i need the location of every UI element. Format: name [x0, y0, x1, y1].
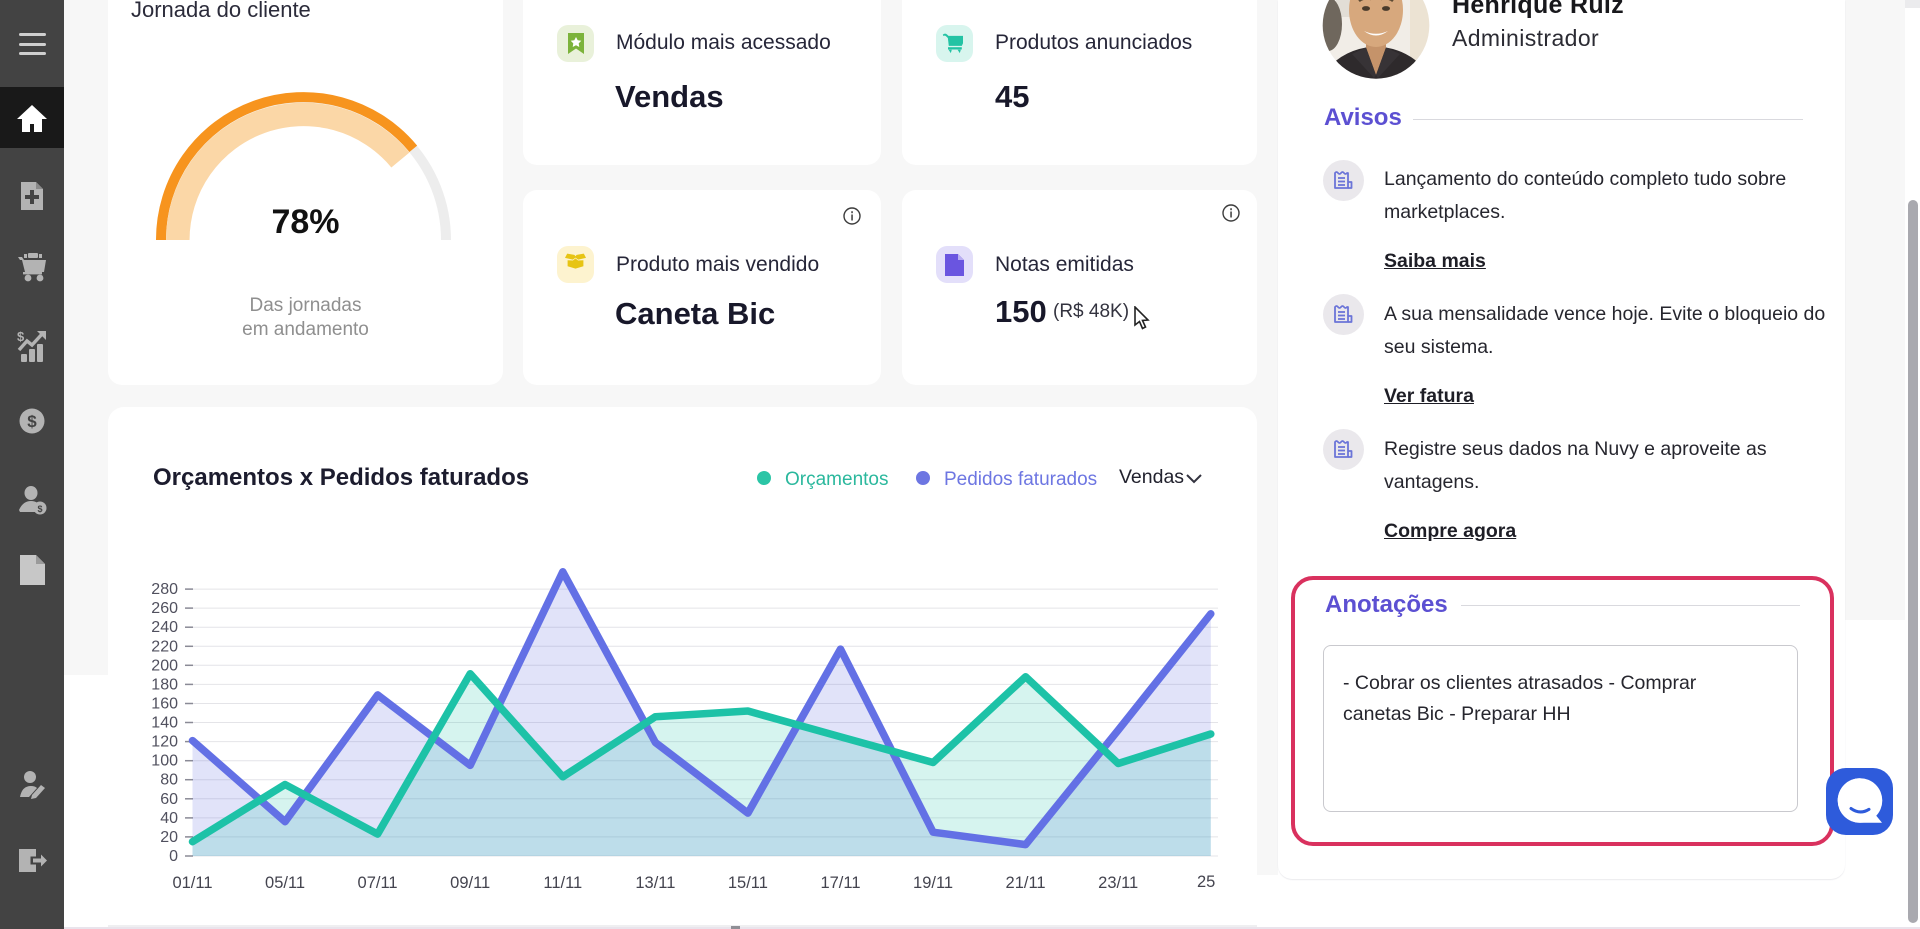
svg-text:$: $	[37, 504, 42, 514]
svg-text:260: 260	[151, 600, 178, 617]
svg-text:$: $	[27, 412, 37, 431]
svg-text:140: 140	[151, 715, 178, 732]
svg-text:240: 240	[151, 619, 178, 636]
svg-text:280: 280	[151, 581, 178, 598]
svg-text:09/11: 09/11	[450, 874, 490, 892]
svg-text:21/11: 21/11	[1006, 874, 1046, 892]
svg-text:60: 60	[160, 791, 178, 808]
svg-text:05/11: 05/11	[265, 874, 305, 892]
svg-text:17/11: 17/11	[820, 874, 860, 892]
svg-text:01/11: 01/11	[172, 874, 212, 892]
svg-text:25: 25	[1197, 873, 1215, 891]
svg-text:100: 100	[151, 753, 178, 770]
svg-text:11/11: 11/11	[543, 874, 582, 892]
svg-text:180: 180	[151, 676, 178, 693]
svg-text:23/11: 23/11	[1098, 874, 1138, 892]
svg-text:160: 160	[151, 696, 178, 713]
svg-text:15/11: 15/11	[728, 874, 768, 892]
svg-text:$: $	[17, 330, 25, 344]
svg-text:80: 80	[160, 772, 178, 789]
svg-text:13/11: 13/11	[635, 874, 675, 892]
svg-text:220: 220	[151, 638, 178, 655]
svg-text:07/11: 07/11	[358, 874, 398, 892]
svg-text:0: 0	[169, 848, 178, 865]
svg-text:120: 120	[151, 734, 178, 751]
svg-text:19/11: 19/11	[913, 874, 953, 892]
svg-text:20: 20	[160, 829, 178, 846]
svg-text:40: 40	[160, 810, 178, 827]
svg-text:200: 200	[151, 657, 178, 674]
